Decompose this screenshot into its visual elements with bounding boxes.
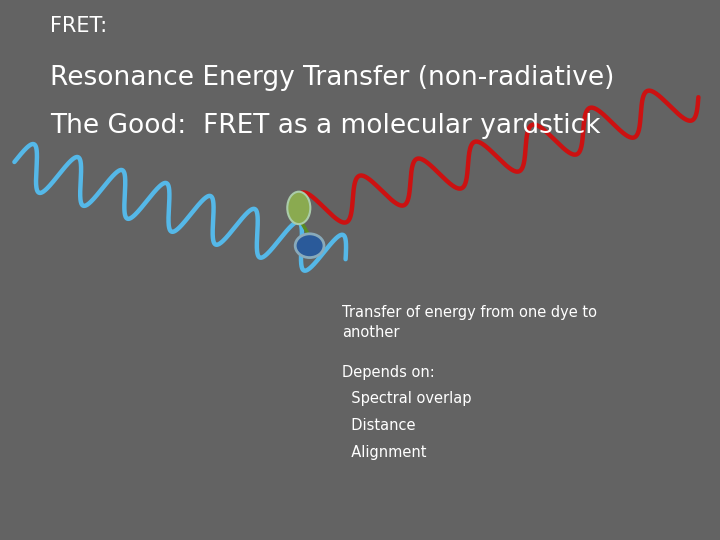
Text: Transfer of energy from one dye to
another: Transfer of energy from one dye to anoth… — [342, 305, 597, 340]
Ellipse shape — [295, 234, 324, 258]
Ellipse shape — [287, 192, 310, 224]
Text: FRET:: FRET: — [50, 16, 107, 36]
Text: Distance: Distance — [342, 418, 415, 434]
Text: The Good:  FRET as a molecular yardstick: The Good: FRET as a molecular yardstick — [50, 113, 601, 139]
Text: Depends on:: Depends on: — [342, 364, 435, 380]
Text: Alignment: Alignment — [342, 446, 426, 461]
Text: Resonance Energy Transfer (non-radiative): Resonance Energy Transfer (non-radiative… — [50, 65, 615, 91]
Text: Spectral overlap: Spectral overlap — [342, 392, 472, 407]
